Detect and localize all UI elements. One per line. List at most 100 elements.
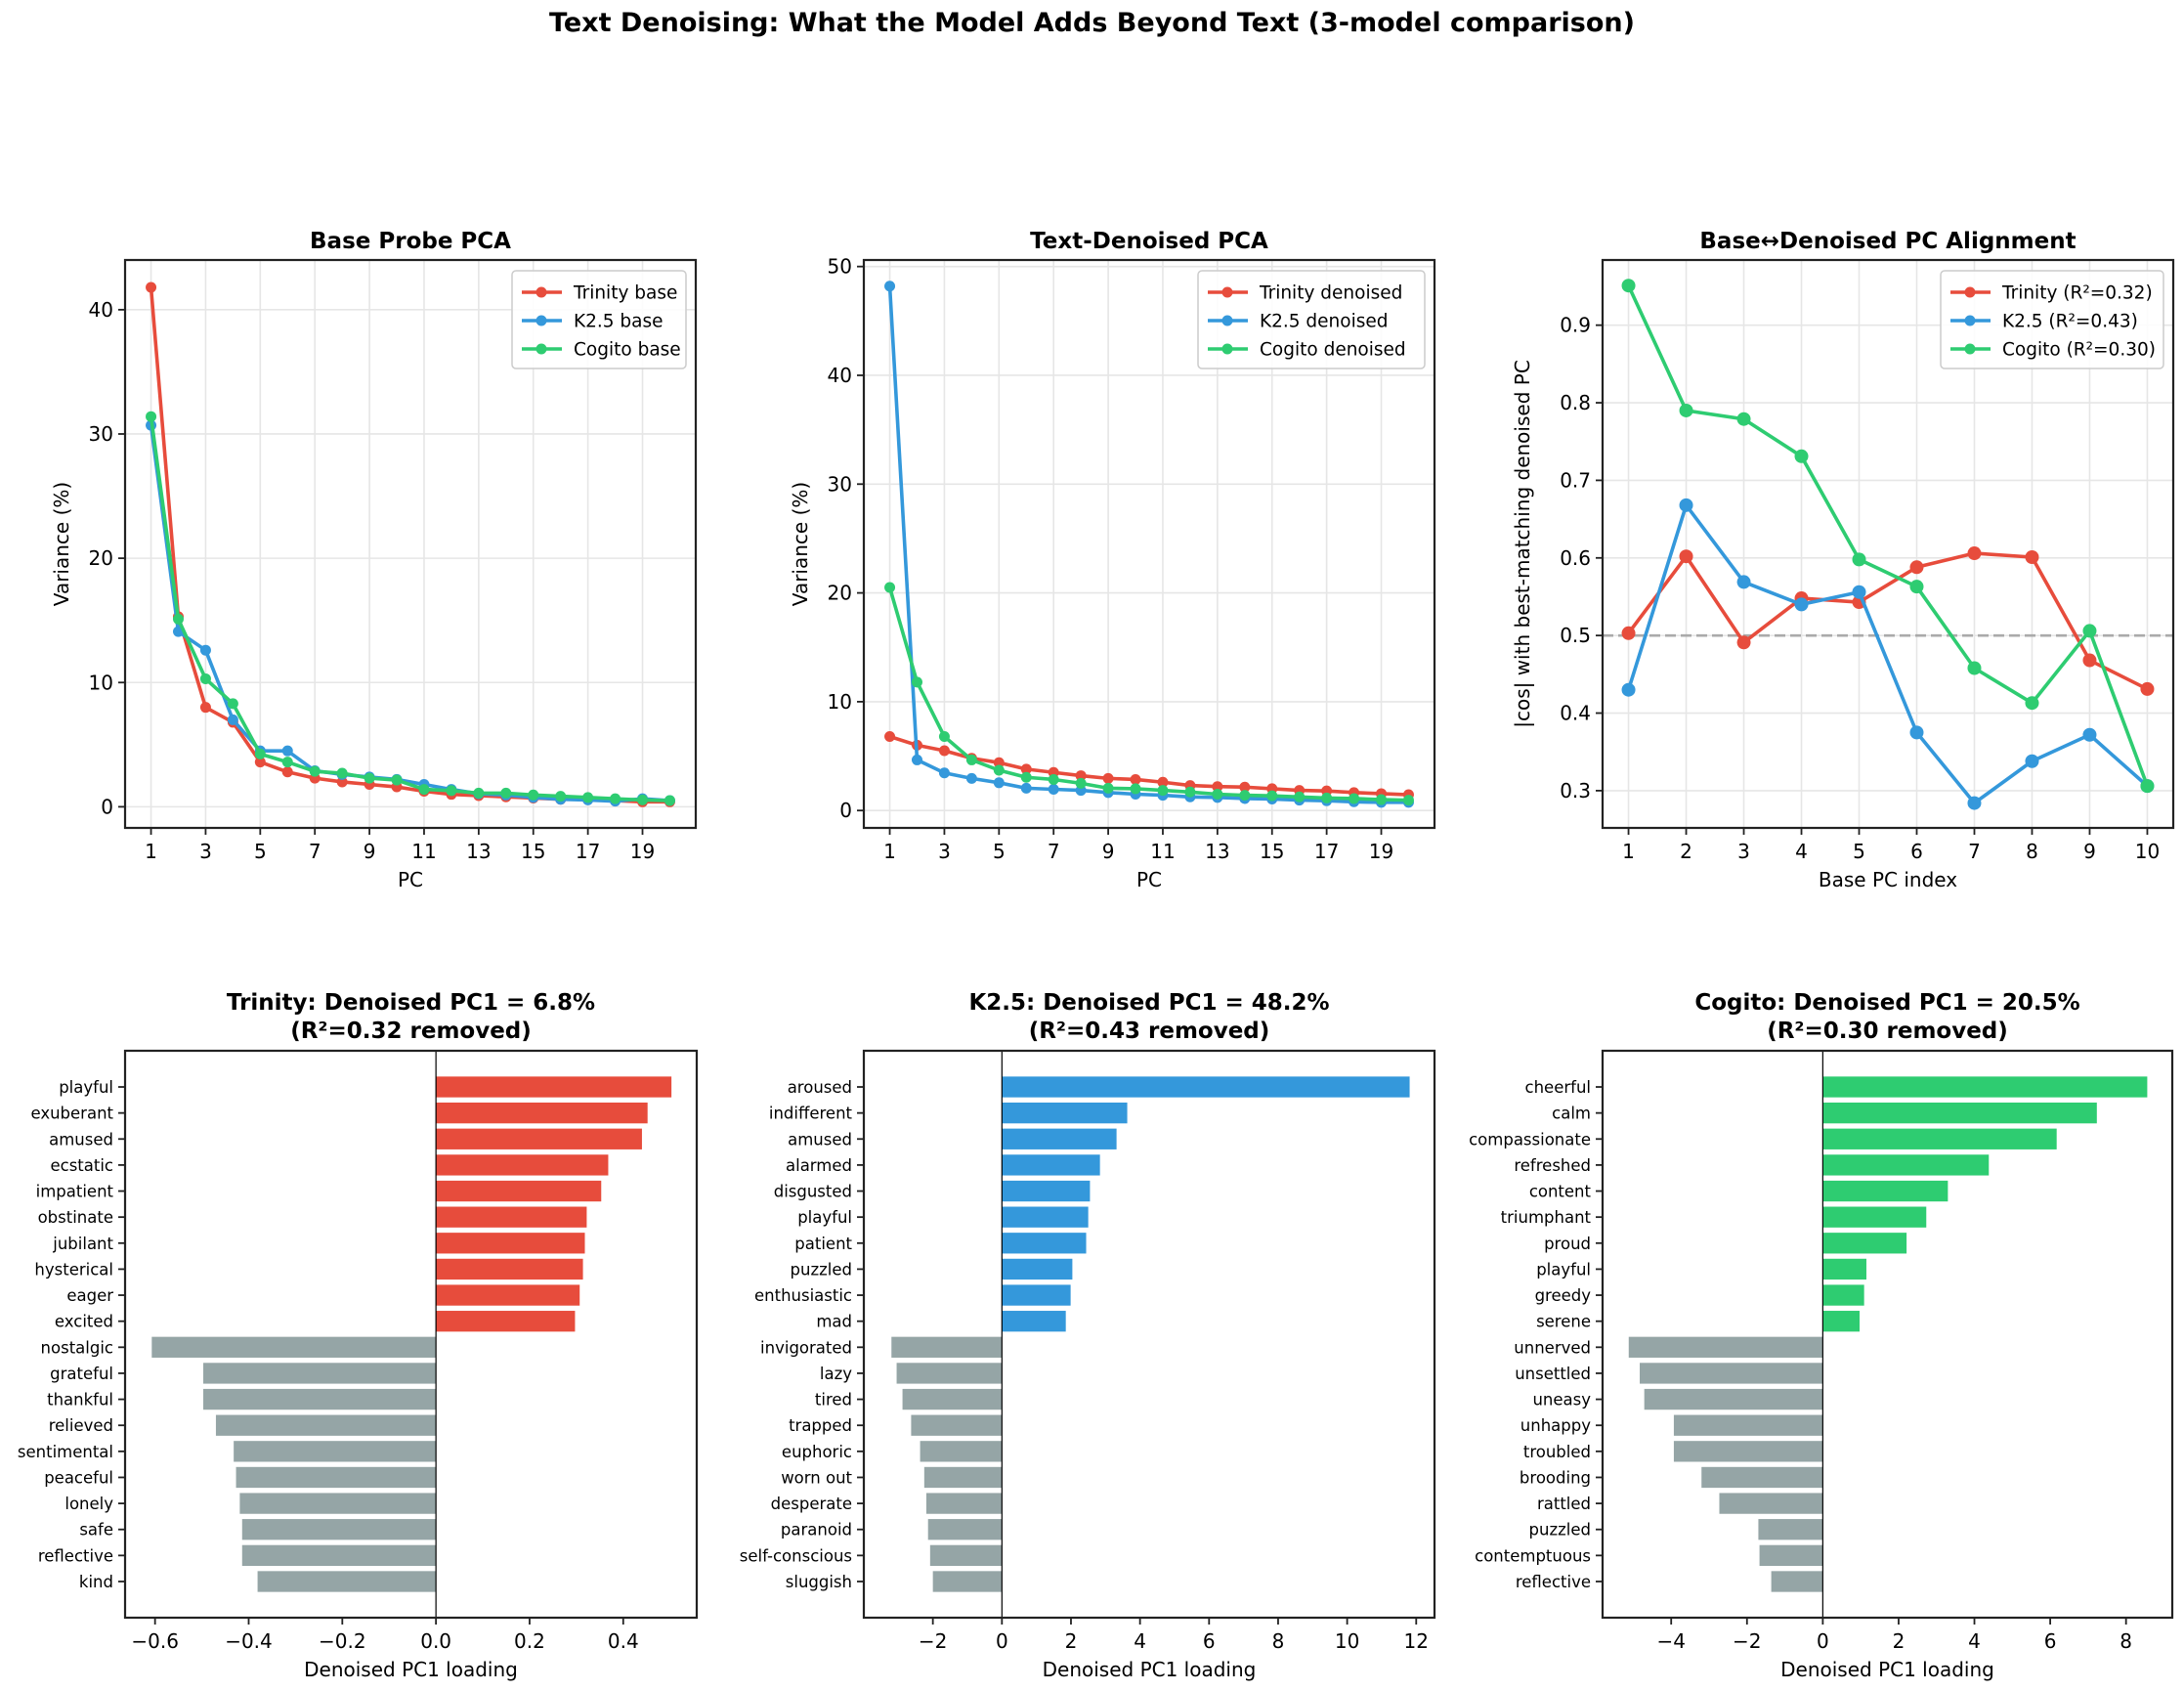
bar-unsettled: [1640, 1363, 1823, 1384]
x-tick-label: 15: [1260, 840, 1284, 863]
bar-category-label: mad: [816, 1313, 852, 1331]
bar-category-label: euphoric: [782, 1443, 852, 1461]
bar-lazy: [896, 1363, 1003, 1384]
data-point-trinity: [1212, 781, 1223, 793]
bar-alarmed: [1002, 1154, 1100, 1176]
y-tick-label: 0.5: [1560, 624, 1591, 647]
legend-entry: Trinity (R²=0.32): [2001, 283, 2153, 304]
data-point-trinity: [336, 776, 348, 788]
x-axis-label: Denoised PC1 loading: [1043, 1658, 1257, 1681]
data-point-trinity: [199, 702, 211, 714]
data-point-cogito: [965, 754, 977, 765]
bar-category-label: ecstatic: [50, 1156, 113, 1175]
legend: Trinity (R²=0.32) K2.5 (R²=0.43) Cogito (R…: [1940, 270, 2164, 369]
data-point-k25: [884, 281, 896, 292]
data-point-cogito: [1157, 785, 1169, 797]
legend-entry: Trinity base: [573, 283, 677, 304]
bar-category-label: uneasy: [1532, 1391, 1591, 1409]
data-point-cogito: [254, 748, 266, 759]
bar-worn-out: [923, 1466, 1003, 1489]
subplot-title: K2.5: Denoised PC1 = 48.2%: [968, 990, 1329, 1016]
data-point-trinity: [1239, 781, 1251, 793]
data-point-trinity: [146, 282, 157, 293]
series-line-cogito: [887, 586, 1409, 802]
data-point-k25: [281, 745, 293, 757]
data-point-cogito: [1294, 791, 1306, 802]
y-tick-label: 0.6: [1560, 546, 1591, 570]
bar-euphoric: [920, 1441, 1003, 1462]
bar-puzzled: [1758, 1519, 1823, 1540]
x-tick-label: 15: [521, 840, 545, 863]
legend-entry: Cogito (R²=0.30): [2002, 340, 2156, 361]
bar-lonely: [239, 1493, 437, 1514]
bar-category-label: jubilant: [52, 1235, 113, 1253]
x-tick-label: 6: [2044, 1629, 2057, 1653]
bar-category-label: troubled: [1523, 1443, 1591, 1461]
bar-playful: [1002, 1206, 1089, 1228]
subplot-subtitle: (R²=0.30 removed): [1767, 1019, 2008, 1044]
bar-category-label: content: [1529, 1183, 1592, 1201]
bar-uneasy: [1644, 1388, 1823, 1410]
subplot-title: Text-Denoised PCA: [1030, 229, 1268, 254]
data-point-cogito: [1679, 403, 1693, 417]
data-point-cogito: [446, 785, 457, 797]
bar-category-label: serene: [1536, 1313, 1591, 1331]
x-tick-label: 1: [883, 840, 896, 863]
bar-hysterical: [436, 1258, 583, 1280]
data-point-cogito: [1967, 661, 1982, 675]
bar-playful: [1822, 1258, 1866, 1280]
y-tick-label: 40: [828, 364, 852, 387]
data-point-trinity: [1075, 770, 1087, 782]
subplot-trinity-loadings: playful exuberant amused ecstatic impatient o…: [18, 990, 699, 1681]
y-tick-label: 10: [828, 690, 852, 714]
y-tick-label: 30: [89, 422, 113, 446]
bar-category-label: compassionate: [1469, 1130, 1591, 1149]
bar-category-label: aroused: [788, 1078, 852, 1097]
data-point-cogito: [993, 764, 1005, 776]
x-tick-label: 4: [1134, 1629, 1146, 1653]
bar-contemptuous: [1759, 1544, 1823, 1567]
data-point-trinity: [1909, 560, 1924, 575]
bar-unnerved: [1628, 1336, 1823, 1358]
bar-category-label: puzzled: [1529, 1521, 1591, 1539]
bar-calm: [1822, 1102, 2097, 1124]
bar-category-label: sentimental: [18, 1443, 113, 1461]
bar-mad: [1002, 1311, 1066, 1332]
bar-thankful: [203, 1388, 437, 1410]
bar-amused: [436, 1128, 642, 1149]
bar-category-label: refreshed: [1514, 1156, 1591, 1175]
y-tick-label: 0.9: [1560, 314, 1591, 337]
bar-excited: [436, 1311, 576, 1332]
data-point-trinity: [993, 757, 1005, 768]
bar-indifferent: [1002, 1102, 1128, 1124]
subplot-title: Base Probe PCA: [310, 229, 511, 254]
bar-jubilant: [436, 1233, 585, 1254]
bar-category-label: hysterical: [34, 1260, 113, 1279]
legend: Trinity denoised K2.5 denoised Cogito deno…: [1197, 270, 1426, 369]
data-point-cogito: [1794, 449, 1809, 463]
data-point-cogito: [1075, 777, 1087, 789]
bar-nostalgic: [151, 1336, 437, 1358]
bar-category-label: invigorated: [760, 1338, 852, 1357]
bar-sluggish: [932, 1571, 1003, 1592]
bar-obstinate: [436, 1206, 587, 1228]
data-point-k25: [938, 767, 950, 779]
data-point-cogito: [1852, 552, 1866, 567]
x-tick-label: 9: [2083, 840, 2096, 863]
bar-proud: [1822, 1233, 1907, 1254]
data-point-cogito: [227, 698, 238, 710]
bar-grateful: [203, 1363, 437, 1384]
axes-frame: [1601, 1049, 2174, 1620]
data-point-trinity: [1679, 549, 1693, 564]
x-tick-label: 9: [364, 840, 376, 863]
bar-category-label: relieved: [49, 1416, 113, 1435]
bar-puzzled: [1002, 1258, 1073, 1280]
bar-category-label: unsettled: [1515, 1365, 1591, 1383]
data-point-cogito: [610, 793, 621, 804]
data-point-cogito: [528, 789, 539, 801]
bar-category-label: paranoid: [781, 1521, 852, 1539]
data-point-cogito: [1621, 279, 1636, 293]
data-point-cogito: [1102, 782, 1114, 794]
